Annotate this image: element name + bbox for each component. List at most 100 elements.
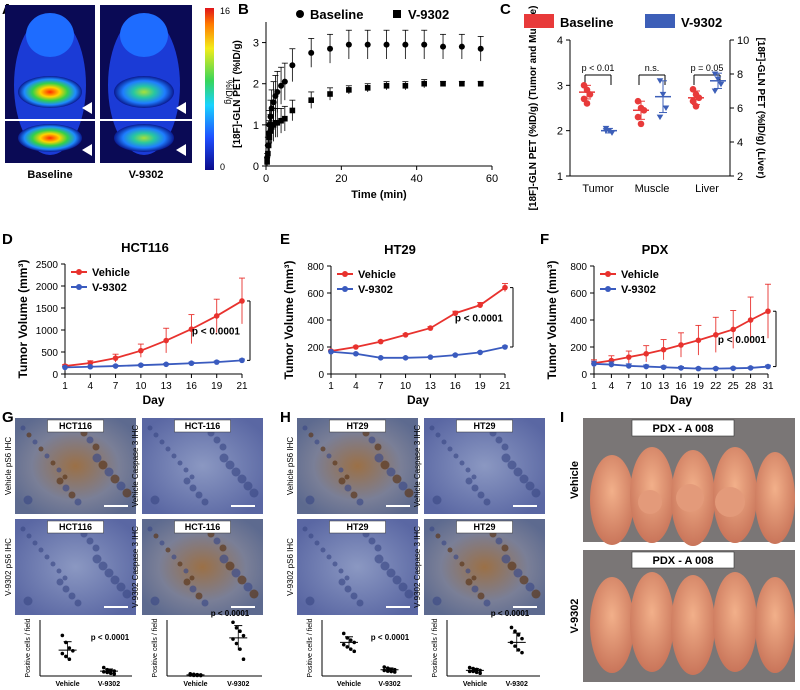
cell-nucleus — [435, 432, 441, 438]
cell-nucleus — [308, 533, 314, 539]
cell-nucleus — [368, 436, 376, 444]
cell-nucleus — [153, 533, 159, 539]
data-point — [713, 332, 719, 338]
legend-label: Vehicle — [621, 269, 659, 281]
significance-label: p < 0.0001 — [371, 633, 410, 642]
chart-title: HCT116 — [121, 240, 169, 255]
y-tick-label: 4 — [557, 35, 563, 47]
colorbar-label: %ID/g — [224, 80, 234, 105]
data-point — [502, 284, 508, 291]
data-point — [282, 115, 288, 122]
micrograph-tag: HCT-116 — [185, 421, 221, 431]
cell-nucleus — [525, 582, 535, 592]
category-label: Vehicle — [337, 681, 361, 688]
y-tick-label: 10 — [737, 35, 749, 47]
data-point — [747, 317, 754, 323]
cell-nucleus — [183, 467, 189, 473]
micrograph-tag-box — [329, 520, 386, 534]
data-point — [308, 49, 315, 56]
cell-nucleus — [177, 460, 183, 466]
photo-tag-vehicle: PDX - A 008 — [653, 423, 714, 435]
data-point — [583, 100, 591, 107]
series-line — [330, 286, 506, 352]
data-point — [345, 645, 350, 649]
data-point — [238, 629, 242, 633]
data-point — [643, 350, 649, 357]
cell-nucleus — [471, 585, 479, 593]
data-point — [711, 71, 719, 77]
significance-label: p < 0.0001 — [718, 335, 767, 346]
cell-nucleus — [380, 561, 390, 571]
cell-nucleus — [110, 474, 120, 484]
y-tick-label: 1500 — [36, 304, 59, 315]
cell-nucleus — [201, 599, 209, 607]
panel-letter: E — [280, 231, 290, 248]
cell-nucleus — [519, 474, 529, 484]
series-line — [330, 346, 506, 359]
micrograph-tag: HT29 — [473, 522, 495, 532]
data-point — [138, 362, 144, 369]
micrograph-side-label: Vehicle pS6 IHC — [4, 437, 13, 495]
micrograph-tag: HT29 — [473, 421, 495, 431]
cell-nucleus — [465, 568, 471, 574]
x-tick-label: 25 — [728, 381, 740, 392]
cell-nucleus — [62, 484, 70, 492]
y-axis-label: Tumor Volume (mm³) — [16, 260, 30, 379]
micrograph-tag-box — [174, 419, 231, 433]
cell-nucleus — [56, 467, 62, 473]
cell-nucleus — [398, 481, 408, 491]
micrograph-side-label: V-9302 Caspase 3 IHC — [413, 526, 422, 608]
cell-nucleus — [44, 453, 50, 459]
micrograph-side-label: V-9302 pS6 IHC — [4, 538, 13, 596]
panel-letter: B — [238, 1, 249, 18]
cell-nucleus — [56, 568, 62, 574]
x-tick-label: 22 — [710, 381, 722, 392]
cell-nucleus — [159, 540, 165, 546]
micrographs-g: HT29 Vehicle pS6 IHC HT29 Vehicle Caspase 3… — [286, 418, 545, 615]
data-point — [264, 159, 270, 165]
y-axis-label: Positive cells / field — [152, 618, 159, 677]
legend-label: Vehicle — [358, 269, 396, 281]
legend-marker — [342, 286, 348, 292]
data-point — [474, 670, 479, 675]
data-point — [662, 105, 670, 111]
x-tick-label: 19 — [475, 381, 487, 392]
cell-nucleus — [314, 540, 320, 546]
legend-marker — [76, 269, 82, 275]
y-axis-label-left: [18F]-GLN PET (%ID/g) (Tumor and Muscle) — [528, 6, 539, 211]
micrograph-tag: HT29 — [346, 522, 368, 532]
significance-label: p < 0.0001 — [491, 609, 530, 618]
y-axis-label: Positive cells / field — [25, 618, 32, 677]
cell-nucleus — [513, 467, 523, 477]
cell-nucleus — [501, 554, 511, 564]
data-point — [64, 640, 68, 645]
cell-nucleus — [110, 575, 120, 585]
x-tick-label: 31 — [762, 381, 774, 392]
legend-label: Baseline — [310, 7, 363, 22]
data-point — [440, 43, 447, 50]
data-point — [341, 631, 346, 636]
cell-nucleus — [302, 526, 308, 532]
data-point — [591, 361, 597, 367]
legend-marker — [605, 271, 611, 277]
data-point — [108, 671, 113, 675]
panel-letter: G — [2, 409, 14, 426]
cell-nucleus — [386, 467, 396, 477]
x-tick-label: 21 — [236, 381, 248, 392]
data-point — [637, 120, 645, 128]
micrograph-side-label: Vehicle pS6 IHC — [286, 437, 295, 495]
data-point — [730, 326, 736, 333]
cell-nucleus — [104, 467, 114, 477]
data-point — [382, 668, 387, 673]
x-tick-label: 10 — [400, 381, 412, 392]
x-tick-label: 1 — [62, 381, 68, 392]
series-line — [64, 359, 243, 369]
cell-nucleus — [147, 526, 153, 532]
y-tick-label: 0 — [52, 370, 58, 381]
micrograph-side-label: Vehicle Caspase 3 IHC — [413, 425, 422, 507]
cell-nucleus — [68, 592, 76, 600]
panel-letter: C — [500, 1, 511, 18]
y-tick-label: 1 — [557, 171, 563, 183]
data-point — [643, 363, 649, 370]
data-point — [516, 633, 521, 637]
